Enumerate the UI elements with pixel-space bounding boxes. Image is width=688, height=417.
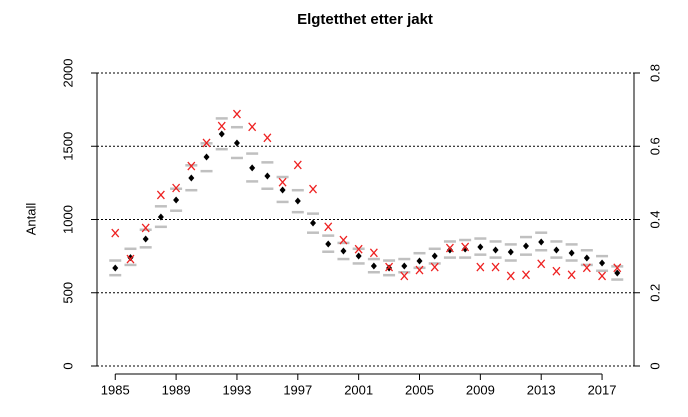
rate-point <box>582 263 591 273</box>
rate-point <box>400 271 409 281</box>
estimate-point <box>173 196 180 204</box>
rate-point <box>567 270 576 280</box>
rate-point <box>278 177 287 187</box>
x-tick-label: 2005 <box>405 382 434 397</box>
rate-point <box>385 262 394 272</box>
estimate-point <box>142 235 149 243</box>
estimate-point <box>583 254 590 262</box>
x-tick-label: 1989 <box>162 382 191 397</box>
estimate-point <box>370 262 377 270</box>
y-axis-label: Antall <box>23 203 38 236</box>
chart-title: Elgtetthet etter jakt <box>297 11 433 28</box>
y2-tick-label: 0.4 <box>647 210 662 228</box>
rate-point <box>552 266 561 276</box>
rate-point <box>461 242 470 252</box>
x-tick-label: 2013 <box>527 382 556 397</box>
rate-point <box>309 184 318 194</box>
estimate-point <box>553 246 560 254</box>
rate-point <box>491 262 500 272</box>
rate-point <box>232 109 241 119</box>
rate-point <box>476 262 485 272</box>
rate-point <box>369 248 378 258</box>
rate-point <box>172 183 181 193</box>
rate-point <box>202 138 211 148</box>
y2-tick-label: 0.8 <box>647 64 662 82</box>
rate-point <box>354 244 363 254</box>
rate-point <box>156 190 165 200</box>
estimate-point <box>522 242 529 250</box>
rate-point <box>598 271 607 281</box>
estimate-point <box>279 186 286 194</box>
rate-point <box>522 270 530 280</box>
rate-point <box>293 160 302 170</box>
estimate-point <box>462 245 469 253</box>
estimate-point <box>325 240 332 248</box>
estimate-point <box>477 243 484 251</box>
estimate-point <box>249 164 256 172</box>
estimate-point <box>492 246 499 254</box>
estimate-point <box>446 246 453 254</box>
rate-point <box>217 121 226 131</box>
rate-point <box>445 243 454 253</box>
x-tick-label: 2017 <box>588 382 617 397</box>
rate-point <box>339 235 348 245</box>
estimate-point <box>233 139 240 147</box>
y2-tick-label: 0 <box>647 362 662 369</box>
x-tick-label: 2001 <box>344 382 373 397</box>
x-tick-label: 1997 <box>283 382 312 397</box>
estimate-point <box>538 238 545 246</box>
estimate-point <box>188 174 195 182</box>
estimate-point <box>355 252 362 260</box>
y2-tick-label: 0.6 <box>647 137 662 155</box>
estimate-point <box>599 259 606 267</box>
estimate-point <box>157 213 164 221</box>
rate-point <box>248 122 257 132</box>
rate-point <box>506 271 515 281</box>
estimate-point <box>218 130 225 138</box>
rate-point <box>263 133 272 143</box>
y-tick-label: 2000 <box>60 59 75 88</box>
rate-point <box>141 223 150 233</box>
rate-point <box>111 228 120 238</box>
estimate-point <box>310 219 317 227</box>
rate-point <box>126 254 135 264</box>
rate-point <box>430 262 439 272</box>
estimate-point <box>294 197 301 205</box>
rate-point <box>415 265 424 275</box>
estimate-point <box>431 252 438 260</box>
estimate-point <box>264 172 271 180</box>
estimate-point <box>614 269 621 277</box>
estimate-point <box>507 248 514 256</box>
rate-point <box>537 259 546 269</box>
estimate-point <box>340 247 347 255</box>
y-tick-label: 1000 <box>60 205 75 234</box>
x-tick-label: 2009 <box>466 382 495 397</box>
estimate-point <box>568 249 575 257</box>
y-tick-label: 500 <box>60 282 75 304</box>
x-tick-label: 1985 <box>101 382 130 397</box>
estimate-point <box>127 254 134 262</box>
rate-point <box>187 161 196 171</box>
y2-tick-label: 0.2 <box>647 284 662 302</box>
rate-point <box>324 222 333 232</box>
estimate-point <box>401 262 408 270</box>
y-tick-label: 0 <box>60 362 75 369</box>
estimate-point <box>112 264 119 272</box>
estimate-point <box>203 153 210 161</box>
estimate-point <box>416 257 423 265</box>
rate-point <box>613 263 622 273</box>
y-tick-label: 1500 <box>60 132 75 161</box>
x-tick-label: 1993 <box>222 382 251 397</box>
